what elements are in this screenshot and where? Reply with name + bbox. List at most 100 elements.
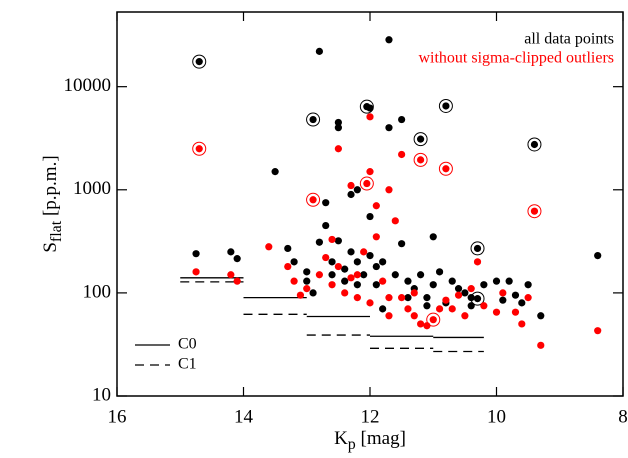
- data-point: [328, 271, 336, 279]
- data-point: [530, 207, 539, 215]
- x-tick-label: 14: [234, 406, 254, 427]
- data-point: [309, 115, 317, 124]
- data-point: [429, 281, 437, 289]
- data-point: [366, 113, 374, 121]
- data-point: [322, 221, 330, 230]
- data-point: [398, 150, 406, 159]
- data-point: [505, 277, 513, 285]
- data-point: [492, 277, 501, 285]
- data-point: [524, 281, 532, 289]
- data-point: [435, 305, 444, 313]
- data-point: [328, 235, 336, 244]
- data-point: [290, 277, 298, 285]
- data-point: [265, 243, 273, 251]
- data-point: [195, 58, 203, 66]
- data-point: [417, 271, 425, 279]
- data-point: [366, 104, 374, 112]
- data-point: [417, 156, 425, 164]
- data-point: [309, 196, 317, 204]
- x-tick-label: 8: [618, 406, 628, 427]
- data-point: [473, 258, 482, 266]
- data-point: [303, 285, 311, 293]
- data-point: [353, 294, 361, 302]
- data-point: [227, 248, 235, 256]
- data-point: [360, 271, 368, 279]
- data-point: [353, 258, 361, 266]
- data-point: [404, 277, 412, 285]
- data-point: [473, 244, 482, 253]
- y-label-rest: [p.p.m.]: [40, 155, 61, 220]
- data-point: [385, 294, 393, 302]
- outlier-ring: [413, 152, 428, 167]
- data-point: [417, 135, 425, 143]
- data-point: [322, 199, 330, 207]
- data-point: [334, 118, 342, 127]
- data-point: [379, 258, 387, 266]
- x-tick-label: 10: [487, 406, 506, 427]
- x-label-sub: p: [348, 436, 356, 453]
- data-point: [192, 268, 200, 276]
- data-point: [315, 271, 323, 279]
- data-point: [404, 305, 412, 313]
- legend-entry: without sigma-clipped outliers: [418, 50, 614, 67]
- data-point: [454, 291, 463, 299]
- y-label-main: S: [40, 242, 61, 253]
- outlier-ring: [470, 291, 485, 306]
- data-point: [233, 277, 241, 285]
- data-point: [303, 268, 311, 276]
- data-point: [372, 281, 380, 289]
- y-tick-label: 10: [92, 384, 111, 405]
- data-point: [480, 302, 488, 310]
- outlier-ring: [359, 99, 374, 114]
- data-point: [296, 291, 305, 299]
- data-point: [372, 233, 380, 241]
- data-point: [284, 262, 292, 271]
- data-point: [524, 294, 532, 302]
- data-point: [372, 262, 380, 271]
- data-point: [290, 258, 298, 266]
- y-axis-label: Sflat [p.p.m.]: [40, 155, 64, 252]
- data-point: [385, 312, 393, 320]
- legend-entry: all data points: [524, 31, 614, 48]
- outlier-ring: [527, 204, 542, 219]
- outlier-ring: [413, 132, 428, 147]
- y-tick-label: 1000: [73, 178, 111, 199]
- data-point: [322, 253, 330, 262]
- data-point: [530, 140, 539, 149]
- outlier-ring: [470, 241, 485, 256]
- data-point: [448, 277, 456, 285]
- x-label-rest: [mag]: [356, 428, 406, 449]
- data-point: [499, 289, 507, 297]
- data-point: [423, 302, 431, 310]
- data-point: [347, 181, 355, 190]
- data-point: [518, 320, 526, 328]
- data-point: [379, 305, 387, 313]
- y-tick-label: 100: [83, 281, 112, 302]
- data-point: [448, 305, 456, 313]
- x-tick-label: 12: [361, 406, 380, 427]
- outlier-ring: [192, 54, 207, 69]
- data-point: [363, 179, 371, 188]
- data-point: [391, 217, 399, 225]
- data-point: [353, 281, 361, 289]
- data-point: [499, 296, 507, 304]
- legend-label: C1: [178, 356, 197, 373]
- data-point: [385, 186, 393, 194]
- data-point: [303, 277, 311, 285]
- data-point: [347, 248, 355, 256]
- data-point: [385, 124, 393, 132]
- data-point: [398, 294, 406, 302]
- x-axis-label: Kp [mag]: [334, 428, 406, 452]
- x-tick-label: 16: [108, 406, 127, 427]
- data-point: [284, 244, 292, 253]
- outlier-ring: [192, 141, 207, 156]
- data-point: [410, 289, 418, 297]
- y-tick-label: 10000: [64, 75, 112, 96]
- data-point: [404, 294, 412, 302]
- data-point: [353, 186, 361, 194]
- data-point: [454, 285, 463, 293]
- data-point: [366, 212, 374, 221]
- data-point: [366, 299, 374, 307]
